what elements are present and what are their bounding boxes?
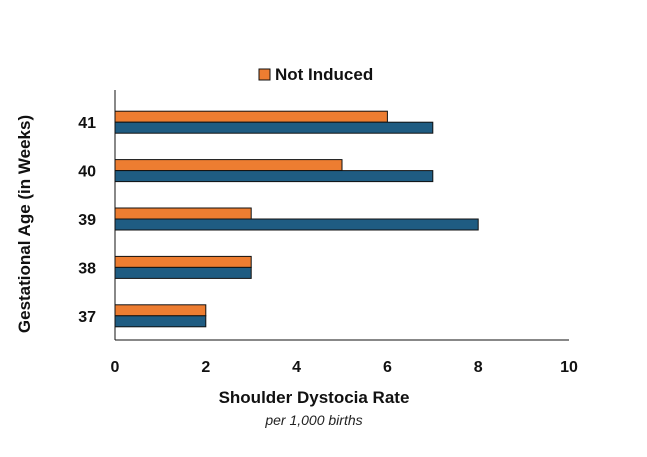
bars-group xyxy=(114,110,479,328)
bar-series-2-39 xyxy=(114,218,479,231)
bar-not-induced-41 xyxy=(114,110,388,123)
legend: Not Induced xyxy=(258,65,373,84)
y-tick-label-38: 38 xyxy=(78,260,96,277)
x-tick-label-4: 4 xyxy=(292,359,301,376)
bar-series-2-37 xyxy=(114,315,207,328)
x-axis-title: Shoulder Dystocia Rate xyxy=(219,388,410,407)
x-tick-label-10: 10 xyxy=(560,359,578,376)
y-axis-title: Gestational Age (in Weeks) xyxy=(15,115,34,333)
y-tick-labels: 37 38 39 40 41 xyxy=(78,115,96,326)
bar-not-induced-40 xyxy=(114,159,343,172)
y-tick-label-41: 41 xyxy=(78,115,96,132)
x-tick-labels: 0 2 4 6 8 10 xyxy=(111,359,578,376)
bar-not-induced-39 xyxy=(114,207,252,220)
y-tick-label-39: 39 xyxy=(78,212,96,229)
x-axis-subtitle: per 1,000 births xyxy=(264,412,362,428)
x-tick-label-6: 6 xyxy=(383,359,392,376)
legend-swatch-not-induced xyxy=(258,68,271,81)
y-tick-label-37: 37 xyxy=(78,309,96,326)
bar-series-2-40 xyxy=(114,170,434,183)
bar-series-2-38 xyxy=(114,266,252,279)
x-tick-label-2: 2 xyxy=(201,359,210,376)
bar-not-induced-37 xyxy=(114,304,207,317)
bar-not-induced-38 xyxy=(114,255,252,268)
y-tick-label-40: 40 xyxy=(78,164,96,181)
x-tick-label-0: 0 xyxy=(111,359,120,376)
x-tick-label-8: 8 xyxy=(474,359,483,376)
bar-series-2-41 xyxy=(114,121,434,134)
legend-label-not-induced: Not Induced xyxy=(275,65,373,84)
